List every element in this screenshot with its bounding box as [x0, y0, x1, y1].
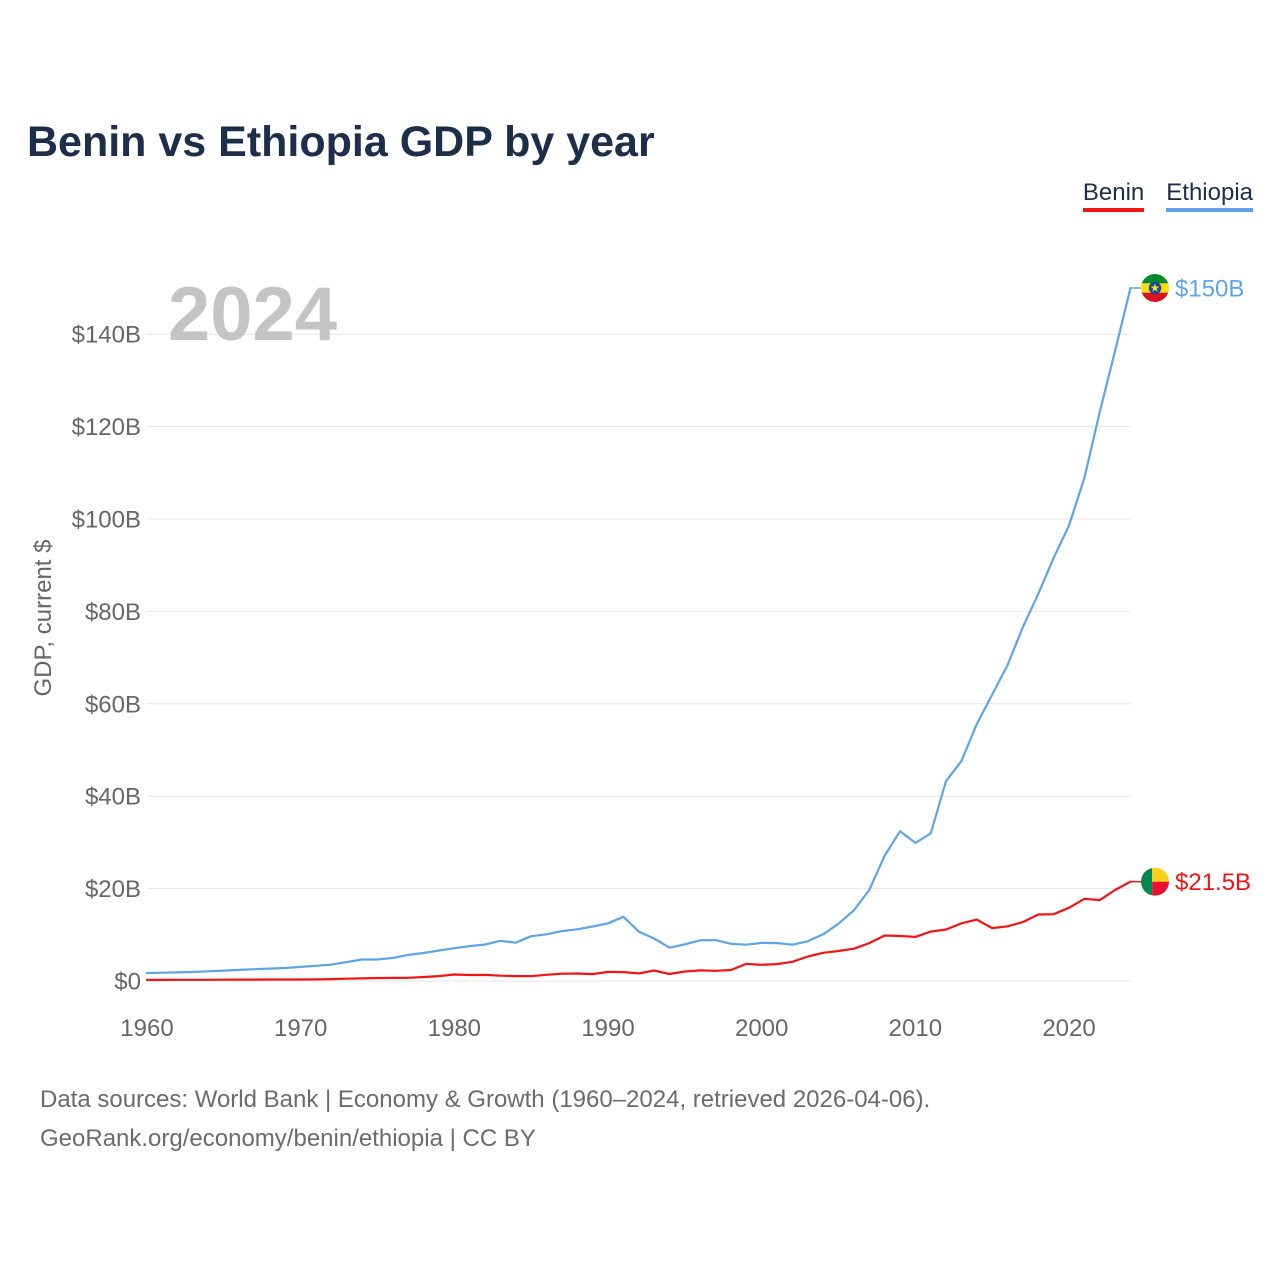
x-tick-label: 1970 [274, 1015, 327, 1042]
ethiopia-flag-icon [1141, 274, 1169, 302]
source-line: Data sources: World Bank | Economy & Gro… [40, 1086, 931, 1113]
series-end-connectors [1130, 287, 1141, 883]
x-tick-label: 1990 [581, 1015, 634, 1042]
series-line-ethiopia [145, 286, 1132, 975]
y-tick-label: $80B [85, 599, 141, 626]
y-tick-label: $140B [72, 322, 141, 349]
y-axis-tick-labels: $0 $20B $40B $60B $80B $100B $120B $140B [72, 322, 141, 996]
year-watermark: 2024 [168, 272, 337, 357]
legend-item-ethiopia[interactable]: Ethiopia [1166, 179, 1253, 212]
source-note: Data sources: World Bank | Economy & Gro… [40, 1080, 930, 1158]
gridlines [147, 333, 1131, 982]
legend-item-benin[interactable]: Benin [1082, 179, 1145, 212]
y-tick-label: $20B [85, 876, 141, 903]
series-line-benin [145, 880, 1132, 982]
legend: Benin Ethiopia [1082, 179, 1253, 212]
end-value-label-benin: $21.5B [1175, 869, 1251, 896]
x-tick-label: 2000 [735, 1015, 788, 1042]
series-end-labels: $21.5B $150B [1175, 276, 1251, 897]
chart-title: Benin vs Ethiopia GDP by year [27, 118, 655, 166]
x-axis-tick-labels: 1960 1970 1980 1990 2000 2010 2020 [120, 1015, 1095, 1042]
y-tick-label: $0 [114, 969, 141, 996]
x-tick-label: 1980 [428, 1015, 481, 1042]
end-value-label-ethiopia: $150B [1175, 276, 1244, 303]
y-tick-label: $60B [85, 691, 141, 718]
x-tick-label: 2010 [889, 1015, 942, 1042]
x-tick-label: 1960 [120, 1015, 173, 1042]
y-tick-label: $120B [72, 414, 141, 441]
series-lines [145, 286, 1132, 982]
y-tick-label: $40B [85, 784, 141, 811]
flag-markers [1141, 274, 1169, 896]
x-tick-label: 2020 [1042, 1015, 1095, 1042]
y-tick-label: $100B [72, 507, 141, 534]
y-axis-label: GDP, current $ [30, 540, 57, 697]
benin-flag-icon [1141, 867, 1169, 896]
license-line: GeoRank.org/economy/benin/ethiopia | CC … [40, 1125, 536, 1152]
